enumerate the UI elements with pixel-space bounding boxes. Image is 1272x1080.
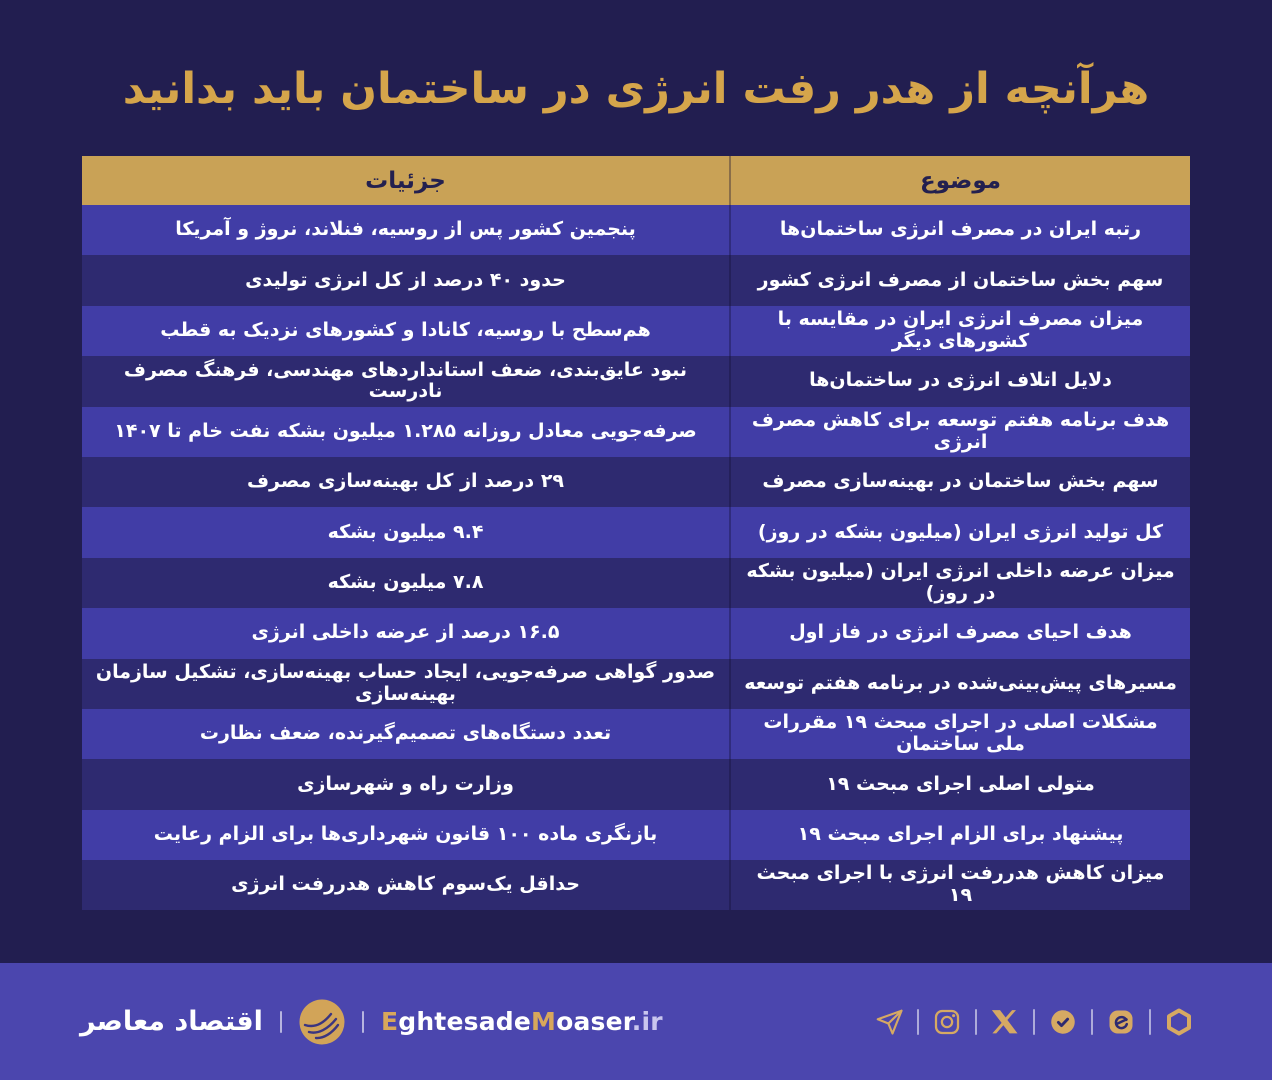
details-cell: صدور گواهی صرفه‌جویی، ایجاد حساب بهینه‌س…	[95, 660, 716, 705]
table-header-subject: موضوع	[729, 156, 1190, 205]
table-row: دلایل اتلاف انرژی در ساختمان‌ها نبود عایق…	[82, 356, 1190, 407]
bale-icon[interactable]	[1048, 1007, 1078, 1037]
table-row: رتبه ایران در مصرف انرژی ساختمان‌ها پنجمی…	[82, 205, 1190, 256]
social-links	[874, 1007, 1194, 1037]
table-header-details: جزئیات	[365, 167, 446, 194]
details-cell: ۹.۴ میلیون بشکه	[327, 520, 484, 543]
table-row: میزان عرضه داخلی انرژی ایران (میلیون بشک…	[82, 557, 1190, 609]
page-title: هرآنچه از هدر رفت انرژی در ساختمان باید …	[122, 64, 1150, 114]
table-row: متولی اصلی اجرای مبحث ۱۹ وزارت راه و شهرس…	[82, 759, 1190, 810]
energy-table: موضوع جزئیات رتبه ایران در مصرف انرژی سا…	[82, 156, 1190, 911]
details-cell: وزارت راه و شهرسازی	[297, 772, 514, 795]
brand-name-farsi: اقتصاد معاصر	[80, 1006, 263, 1037]
subject-cell: متولی اصلی اجرای مبحث ۱۹	[729, 759, 1190, 810]
separator	[975, 1008, 977, 1035]
footer-bar: اقتصاد معاصر EghtesadeMoaser.ir	[0, 963, 1272, 1080]
brand-website-link[interactable]: EghtesadeMoaser.ir	[381, 1007, 663, 1036]
subject-cell: هدف احیای مصرف انرژی در فاز اول	[729, 608, 1190, 659]
subject-cell: مشکلات اصلی در اجرای مبحث ۱۹ مقررات ملی …	[729, 708, 1190, 760]
subject-cell: میزان کاهش هدررفت انرژی با اجرای مبحث ۱۹	[729, 860, 1190, 911]
brand-domain-part: .ir	[631, 1007, 663, 1036]
details-cell: پنجمین کشور پس از روسیه، فنلاند، نروژ و …	[175, 218, 636, 241]
separator	[1149, 1008, 1151, 1035]
subject-cell: رتبه ایران در مصرف انرژی ساختمان‌ها	[729, 205, 1190, 256]
rubika-icon[interactable]	[1164, 1007, 1194, 1037]
subject-cell: مسیرهای پیش‌بینی‌شده در برنامه هفتم توسع…	[729, 658, 1190, 709]
table-row: هدف احیای مصرف انرژی در فاز اول ۱۶.۵ درصد…	[82, 608, 1190, 659]
details-cell: بازنگری ماده ۱۰۰ قانون شهرداری‌ها برای ا…	[153, 822, 658, 845]
details-cell: صرفه‌جویی معادل روزانه ۱.۲۸۵ میلیون بشکه…	[114, 419, 697, 442]
details-cell: ۷.۸ میلیون بشکه	[327, 571, 484, 593]
subject-cell: پیشنهاد برای الزام اجرای مبحث ۱۹	[729, 809, 1190, 861]
telegram-icon[interactable]	[874, 1007, 904, 1037]
footer-brand: اقتصاد معاصر EghtesadeMoaser.ir	[80, 999, 663, 1045]
x-twitter-icon[interactable]	[990, 1007, 1020, 1037]
separator	[361, 1010, 364, 1033]
table-row: هدف برنامه هفتم توسعه برای کاهش مصرف انر…	[82, 406, 1190, 457]
table-body: رتبه ایران در مصرف انرژی ساختمان‌ها پنجمی…	[82, 205, 1190, 911]
separator	[1033, 1008, 1035, 1035]
subject-cell: کل تولید انرژی ایران (میلیون بشکه در روز…	[729, 507, 1190, 558]
details-cell: حدود ۴۰ درصد از کل انرژی تولیدی	[245, 268, 566, 291]
table-row: سهم بخش ساختمان در بهینه‌سازی مصرف ۲۹ درص…	[82, 456, 1190, 508]
details-cell: نبود عایق‌بندی، ضعف استانداردهای مهندسی،…	[123, 358, 688, 403]
details-cell: تعدد دستگاه‌های تصمیم‌گیرنده، ضعف نظارت	[199, 722, 612, 745]
details-cell: ۱۶.۵ درصد از عرضه داخلی انرژی	[251, 621, 560, 644]
separator	[917, 1008, 919, 1035]
instagram-icon[interactable]	[932, 1007, 962, 1037]
table-row: میزان کاهش هدررفت انرژی با اجرای مبحث ۱۹…	[82, 860, 1190, 911]
brand-domain-part: oaser	[556, 1007, 632, 1036]
brand-domain-part: ghtesade	[398, 1007, 532, 1036]
separator	[279, 1010, 282, 1033]
separator	[1091, 1008, 1093, 1035]
table-row: کل تولید انرژی ایران (میلیون بشکه در روز…	[82, 507, 1190, 558]
subject-cell: سهم بخش ساختمان از مصرف انرژی کشور	[729, 255, 1190, 306]
table-row: میزان مصرف انرژی ایران در مقایسه با کشور…	[82, 305, 1190, 357]
details-cell: هم‌سطح با روسیه، کانادا و کشورهای نزدیک …	[160, 319, 651, 342]
details-cell: حداقل یک‌سوم کاهش هدررفت انرژی	[231, 873, 580, 896]
subject-cell: هدف برنامه هفتم توسعه برای کاهش مصرف انر…	[729, 406, 1190, 457]
details-cell: ۲۹ درصد از کل بهینه‌سازی مصرف	[246, 470, 565, 493]
brand-domain-part: E	[380, 1007, 399, 1036]
subject-cell: میزان عرضه داخلی انرژی ایران (میلیون بشک…	[729, 557, 1190, 609]
eitaa-icon[interactable]	[1106, 1007, 1136, 1037]
brand-logo-icon	[299, 999, 345, 1045]
table-row: پیشنهاد برای الزام اجرای مبحث ۱۹ بازنگری …	[82, 809, 1190, 861]
table-header-row: موضوع جزئیات	[82, 156, 1190, 205]
table-row: سهم بخش ساختمان از مصرف انرژی کشور حدود ۴…	[82, 255, 1190, 306]
subject-cell: میزان مصرف انرژی ایران در مقایسه با کشور…	[729, 305, 1190, 357]
subject-cell: سهم بخش ساختمان در بهینه‌سازی مصرف	[729, 456, 1190, 508]
table-row: مسیرهای پیش‌بینی‌شده در برنامه هفتم توسع…	[82, 658, 1190, 709]
brand-domain-part: M	[531, 1007, 557, 1036]
subject-cell: دلایل اتلاف انرژی در ساختمان‌ها	[729, 356, 1190, 407]
table-row: مشکلات اصلی در اجرای مبحث ۱۹ مقررات ملی …	[82, 708, 1190, 760]
